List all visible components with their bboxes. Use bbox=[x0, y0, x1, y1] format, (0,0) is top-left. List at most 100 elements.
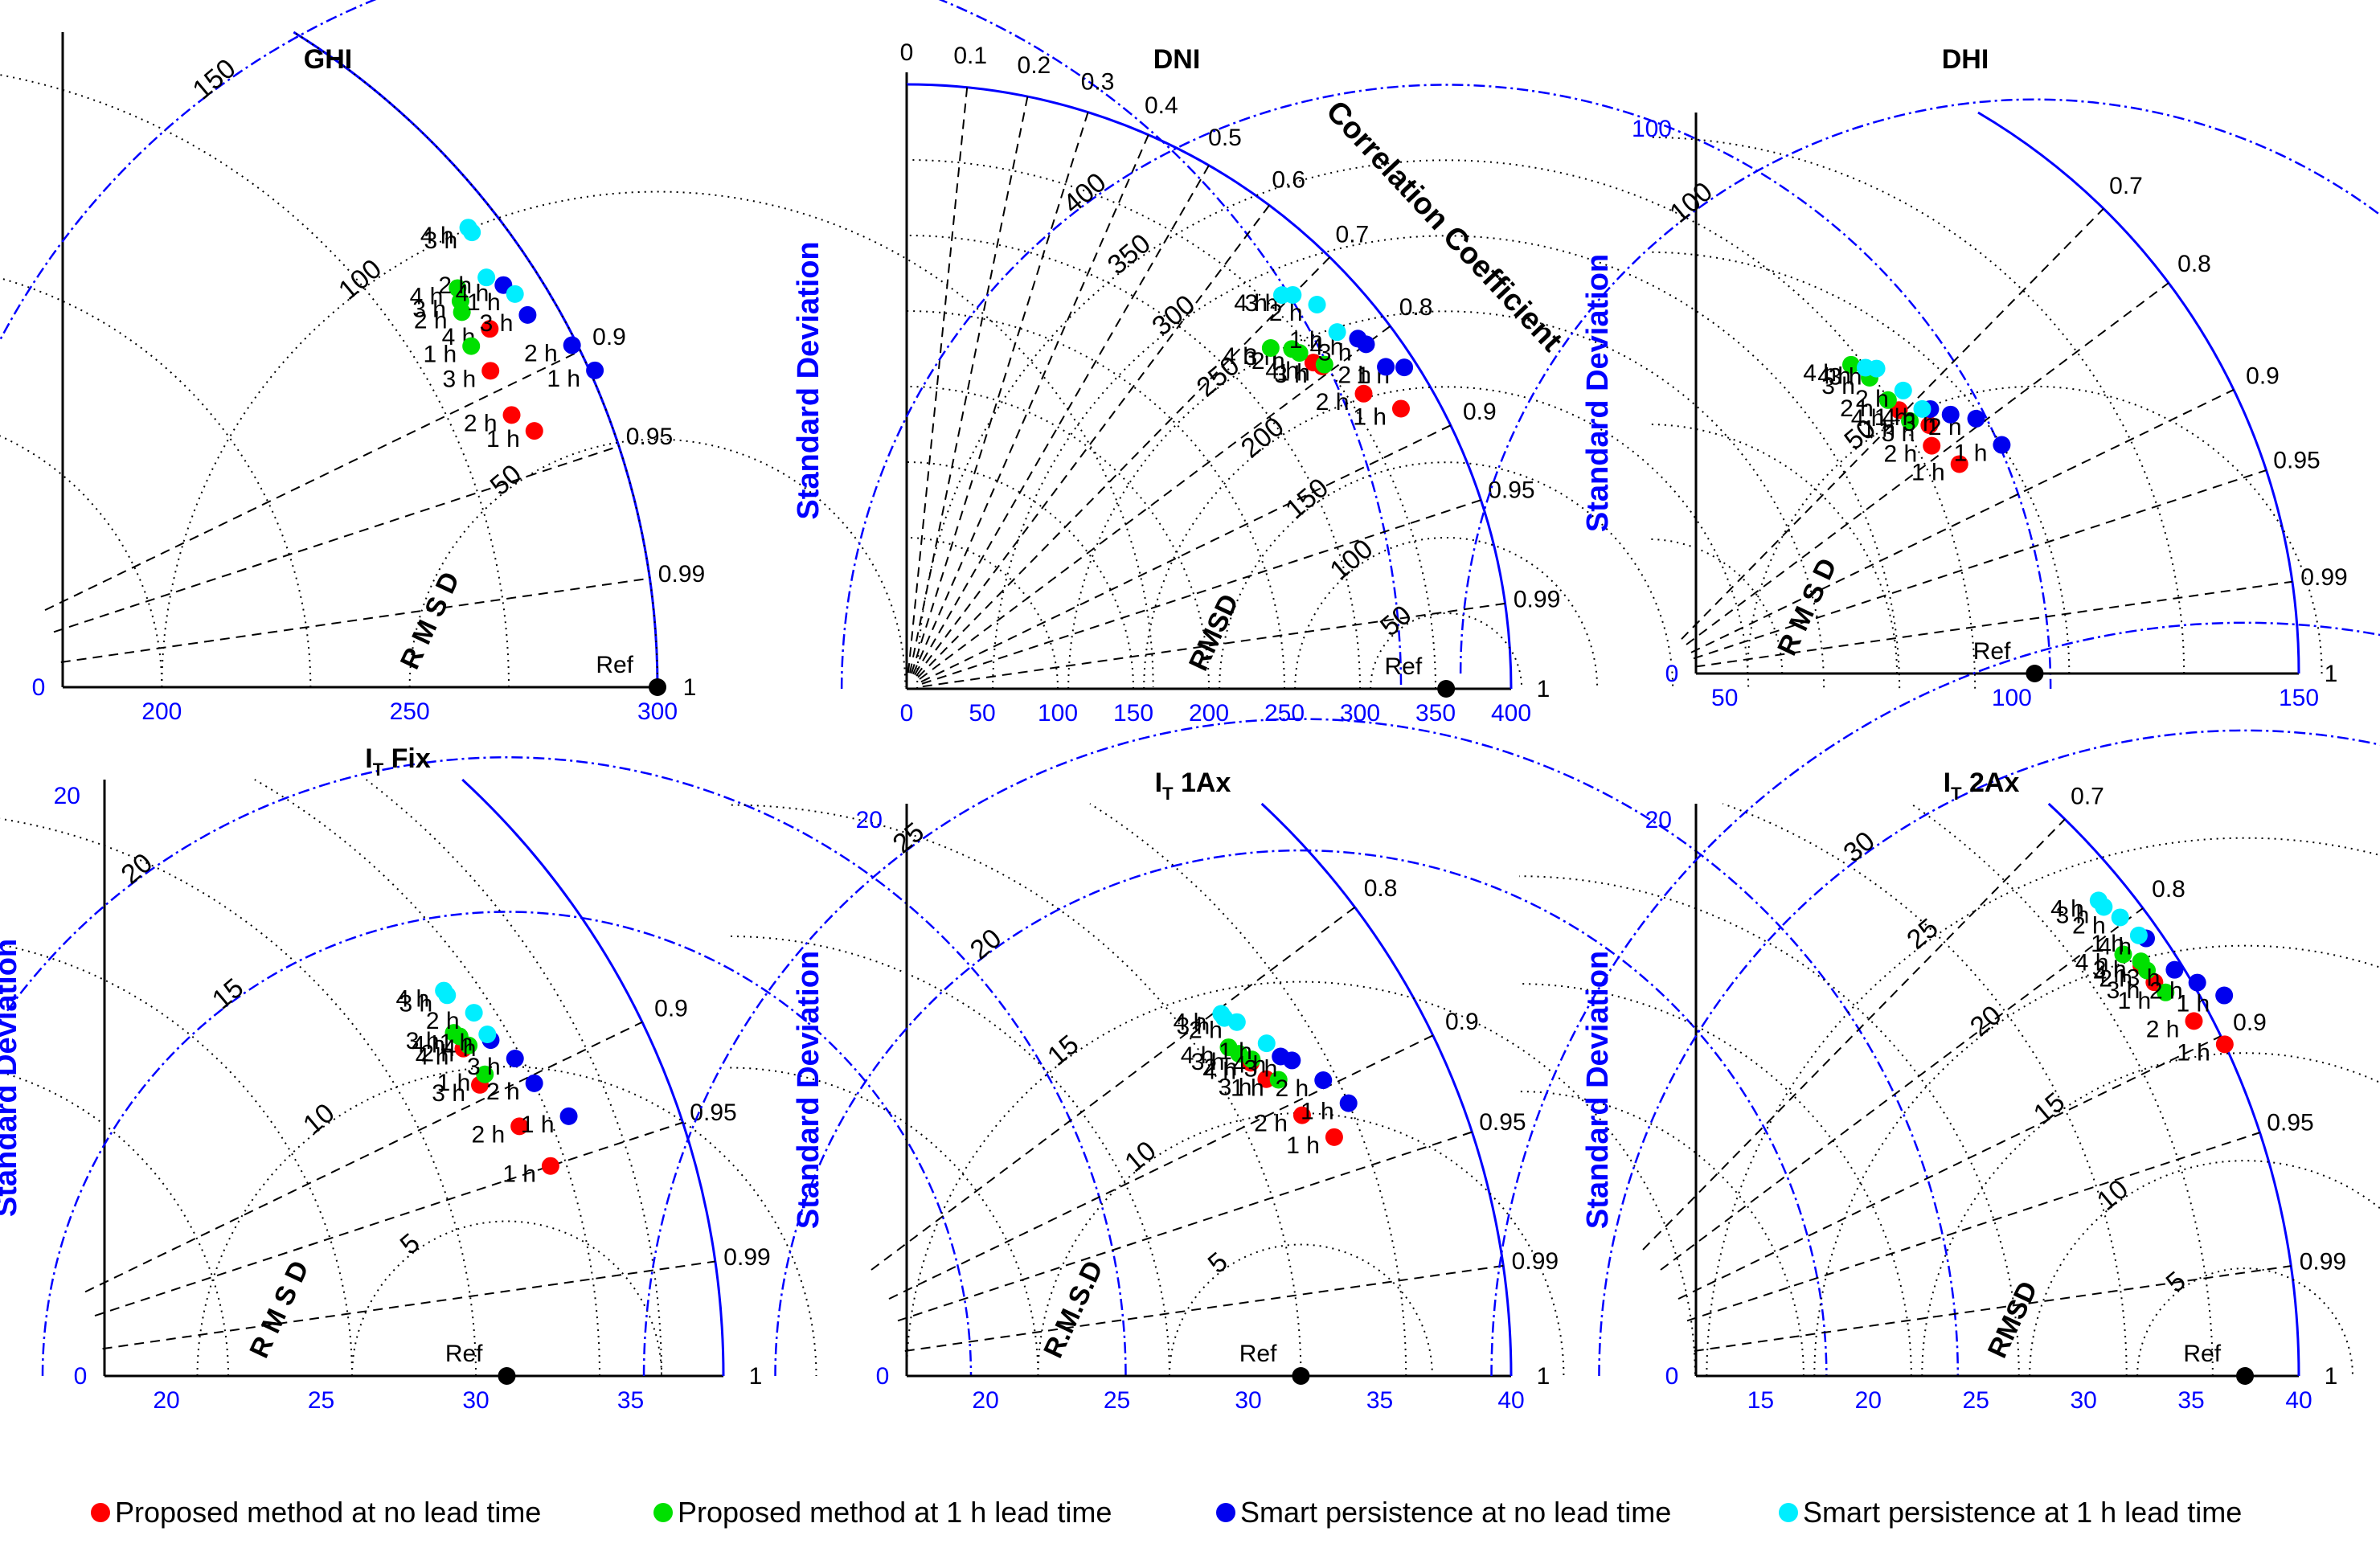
correlation-ray bbox=[1677, 1035, 2222, 1300]
data-point-snl bbox=[2215, 986, 2234, 1005]
std-zero-label: 0 bbox=[74, 1363, 88, 1390]
data-point-s1 bbox=[2129, 926, 2148, 944]
data-point-label: 3 h bbox=[2127, 965, 2161, 992]
data-point-snl bbox=[586, 361, 604, 379]
rmsd-tick-label: 15 bbox=[207, 972, 249, 1015]
correlation-tick-label: 0.7 bbox=[2071, 784, 2104, 810]
data-point-s1 bbox=[1328, 323, 1346, 342]
correlation-ray bbox=[53, 445, 620, 633]
data-point-label: 4 h bbox=[1882, 404, 1916, 431]
data-point-label: 4 h bbox=[1817, 362, 1851, 389]
std-dotted-arc bbox=[906, 310, 1285, 690]
data-point-label: 2 h bbox=[1254, 1111, 1288, 1137]
data-point-snl bbox=[563, 336, 581, 354]
std-tick-label: 30 bbox=[2070, 1387, 2096, 1414]
correlation-ray bbox=[919, 325, 1391, 680]
rmsd-tick-label: 10 bbox=[1119, 1136, 1161, 1178]
data-point-label: 4 h bbox=[1234, 290, 1268, 317]
std-dotted-arc bbox=[293, 31, 658, 688]
y-axis-label: Standard Deviation bbox=[792, 951, 825, 1229]
data-point-label: 2 h bbox=[1884, 441, 1918, 468]
data-point-s1 bbox=[477, 268, 496, 287]
rmsd-tick-label: 400 bbox=[1058, 167, 1112, 220]
std-top-label: 100 bbox=[1632, 116, 1672, 142]
data-point-label: 2 h bbox=[414, 307, 448, 334]
data-point-label: 4 h bbox=[1233, 1052, 1267, 1079]
panel-title: IT 1Ax bbox=[1155, 768, 1231, 804]
data-point-label: 1 h bbox=[1911, 459, 1945, 485]
data-point-s1 bbox=[478, 1025, 497, 1043]
data-point-pnl bbox=[1950, 455, 1968, 473]
data-point-s1 bbox=[1308, 296, 1326, 314]
legend-marker-pnl bbox=[91, 1503, 110, 1522]
reference-label: Ref bbox=[2183, 1341, 2221, 1367]
data-point-label: 2 h bbox=[1276, 1075, 1309, 1102]
rmsd-tick-label: 150 bbox=[187, 53, 242, 106]
data-point-label: 1 h bbox=[486, 426, 520, 452]
data-point-pnl bbox=[525, 422, 543, 440]
correlation-tick-label: 0.95 bbox=[1488, 477, 1534, 504]
rmsd-circle bbox=[1598, 729, 2380, 1377]
std-dotted-arc bbox=[729, 936, 1170, 1377]
panel-title: DHI bbox=[1942, 44, 1989, 75]
legend-label-p1: Proposed method at 1 h lead time bbox=[678, 1496, 1112, 1529]
data-point-snl bbox=[1395, 358, 1414, 377]
legend-marker-snl bbox=[1216, 1503, 1235, 1522]
data-point-label: 4 h bbox=[1202, 1058, 1236, 1084]
correlation-tick-label: 1 bbox=[2325, 1363, 2338, 1390]
panel-title: GHI bbox=[304, 44, 352, 75]
std-dotted-arc bbox=[1518, 875, 2020, 1377]
std-zero-label: 0 bbox=[1665, 1363, 1679, 1390]
correlation-ray bbox=[907, 87, 969, 674]
std-top-label: 20 bbox=[1645, 807, 1672, 833]
std-dotted-arc bbox=[0, 944, 353, 1377]
data-point-label: 4 h bbox=[410, 283, 444, 309]
std-tick-label: 0 bbox=[900, 700, 914, 727]
correlation-ray bbox=[870, 907, 1356, 1271]
data-point-snl bbox=[518, 305, 537, 324]
std-tick-label: 350 bbox=[1415, 700, 1456, 727]
reference-label: Ref bbox=[596, 652, 633, 678]
std-dotted-arc bbox=[0, 817, 477, 1377]
correlation-ray bbox=[912, 134, 1149, 675]
std-tick-label: 100 bbox=[1038, 700, 1078, 727]
correlation-tick-label: 0.9 bbox=[592, 324, 626, 350]
data-point-s1 bbox=[459, 219, 477, 237]
correlation-tick-label: 0.2 bbox=[1018, 52, 1051, 79]
legend-label-pnl: Proposed method at no lead time bbox=[115, 1496, 541, 1529]
data-point-s1 bbox=[506, 285, 524, 303]
data-point-snl bbox=[1993, 436, 2011, 454]
correlation-ray bbox=[84, 1021, 643, 1293]
correlation-ray bbox=[911, 112, 1089, 674]
data-point-s1 bbox=[1272, 286, 1291, 305]
data-point-snl bbox=[1339, 1094, 1358, 1112]
rmsd-tick-label: 25 bbox=[887, 817, 930, 859]
data-point-snl bbox=[2188, 973, 2206, 992]
std-tick-label: 25 bbox=[1104, 1387, 1130, 1414]
data-point-label: 3 h bbox=[406, 1028, 440, 1054]
data-point-p1 bbox=[1261, 338, 1280, 357]
y-axis-label: Standard Deviation bbox=[1581, 254, 1615, 532]
rmsd-tick-label: 5 bbox=[1202, 1247, 1234, 1280]
correlation-ray bbox=[1686, 1132, 2260, 1322]
std-zero-label: 0 bbox=[32, 674, 46, 701]
rmsd-circle bbox=[1067, 310, 1825, 690]
data-point-p1 bbox=[449, 279, 467, 297]
rmsd-circle bbox=[642, 718, 1960, 1377]
data-point-snl bbox=[1967, 409, 1985, 428]
correlation-tick-label: 0.8 bbox=[1399, 294, 1433, 321]
data-point-label: 4 h bbox=[1851, 405, 1885, 432]
data-point-p1 bbox=[1219, 1038, 1238, 1057]
std-tick-label: 20 bbox=[972, 1387, 998, 1414]
data-point-label: 2 h bbox=[464, 410, 498, 436]
rmsd-circle bbox=[916, 159, 1977, 690]
std-dotted-arc bbox=[729, 1067, 1039, 1377]
data-point-label: 3 h bbox=[2107, 977, 2140, 1004]
std-tick-label: 400 bbox=[1491, 700, 1531, 727]
data-point-pnl bbox=[510, 1117, 529, 1136]
reference-point bbox=[498, 1367, 516, 1385]
data-point-s1 bbox=[1257, 1034, 1276, 1053]
data-point-label: 2 h bbox=[1316, 389, 1350, 416]
